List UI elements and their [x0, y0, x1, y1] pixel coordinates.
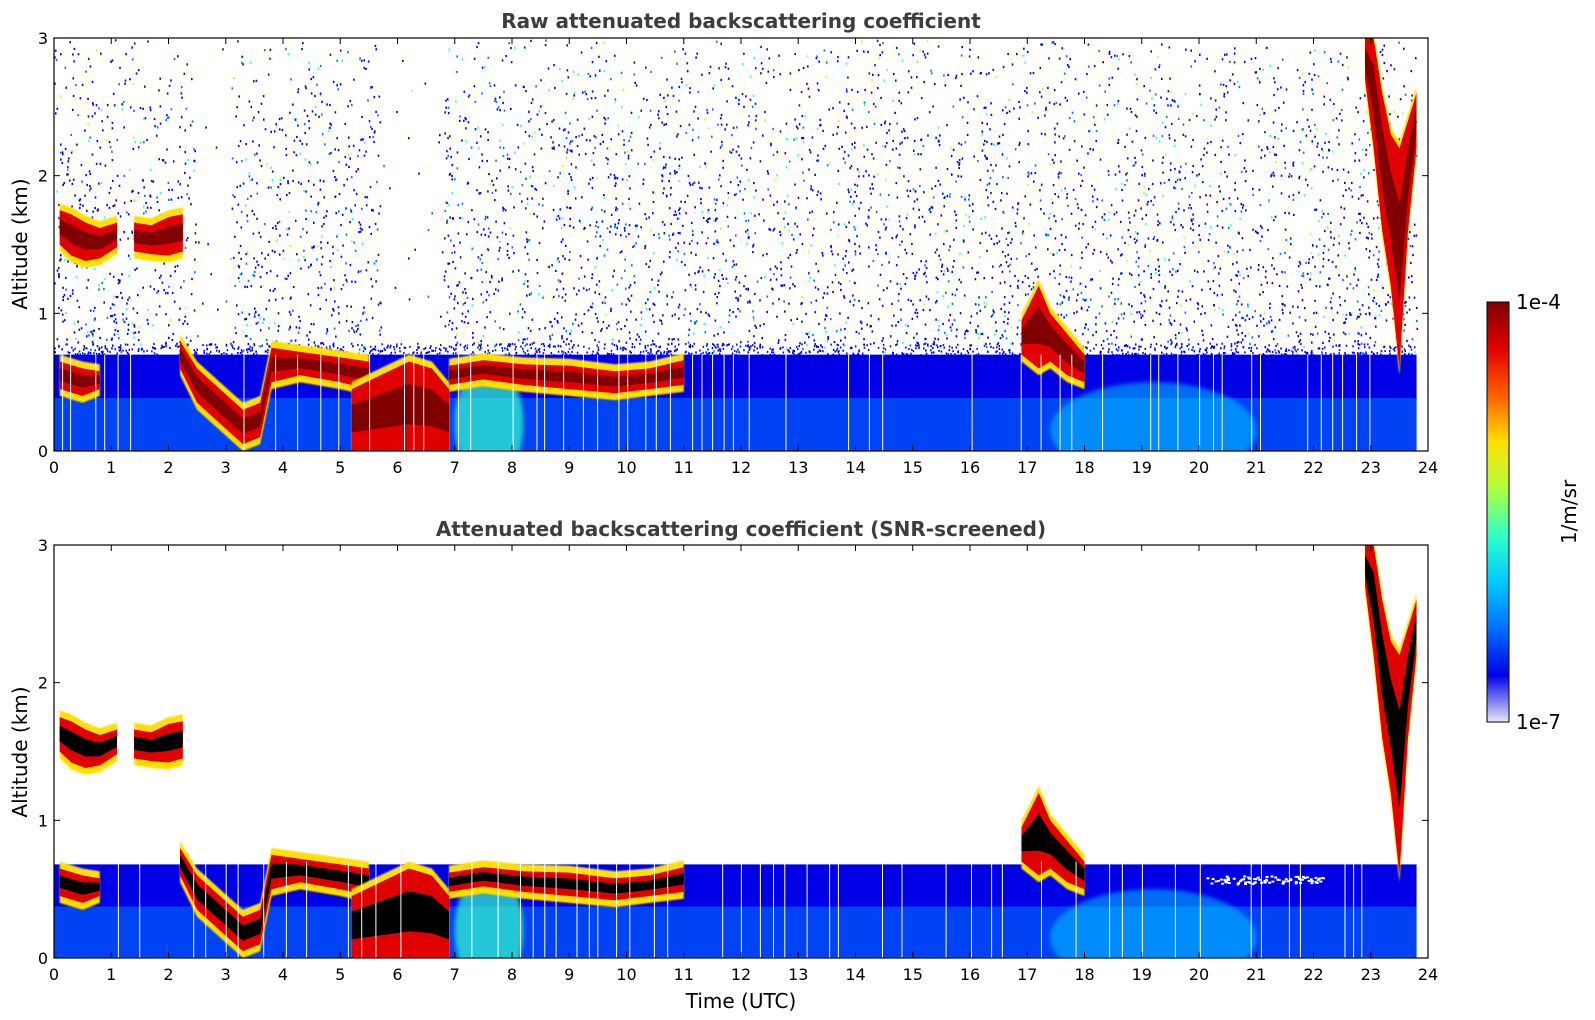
cloud-layer-1 — [59, 203, 117, 268]
fog-event — [351, 354, 449, 451]
panel-raw-y-axis: 0 1 2 3 — [38, 29, 1428, 461]
x-tick-label: 15 — [903, 965, 923, 984]
y-tick-label: 2 — [38, 167, 48, 186]
x-tick-label: 23 — [1361, 965, 1381, 984]
x-tick-label: 22 — [1303, 965, 1323, 984]
noise-background — [54, 39, 1419, 357]
x-tick-label: 10 — [616, 458, 636, 477]
x-tick-label: 24 — [1418, 458, 1438, 477]
x-tick-label: 5 — [335, 458, 345, 477]
x-tick-label: 19 — [1132, 458, 1152, 477]
x-tick-label: 4 — [278, 965, 288, 984]
x-tick-label: 3 — [221, 458, 231, 477]
x-tick-label: 17 — [1017, 458, 1037, 477]
bl-top-cloud — [59, 334, 684, 451]
y-tick-label: 3 — [38, 29, 48, 48]
colorbar: 1e-4 1e-7 1/m/sr — [1486, 290, 1581, 734]
x-tick-label: 1 — [106, 965, 116, 984]
y-tick-label: 1 — [38, 811, 48, 830]
colorbar-unit-label: 1/m/sr — [1557, 479, 1581, 544]
cloud-layer-1 — [59, 710, 117, 775]
x-tick-label: 16 — [960, 458, 980, 477]
x-tick-label: 4 — [278, 458, 288, 477]
bl-top-cloud — [59, 841, 684, 958]
x-tick-label: 18 — [1074, 458, 1094, 477]
x-tick-label: 14 — [845, 965, 865, 984]
missing-data-lines — [62, 354, 1371, 451]
x-tick-label: 12 — [731, 965, 751, 984]
x-tick-label: 20 — [1189, 965, 1209, 984]
x-tick-label: 19 — [1132, 965, 1152, 984]
colorbar-gradient — [1486, 301, 1510, 723]
x-tick-label: 6 — [392, 965, 402, 984]
panel-screened-xlabel: Time (UTC) — [685, 989, 797, 1013]
panel-screened-heatmap — [54, 545, 1417, 958]
y-tick-label: 3 — [38, 536, 48, 555]
x-tick-label: 0 — [49, 965, 59, 984]
x-tick-label: 6 — [392, 458, 402, 477]
x-tick-label: 7 — [450, 458, 460, 477]
x-tick-label: 22 — [1303, 458, 1323, 477]
x-tick-label: 24 — [1418, 965, 1438, 984]
colorbar-max-label: 1e-4 — [1516, 290, 1561, 314]
x-tick-label: 13 — [788, 965, 808, 984]
x-tick-label: 9 — [564, 965, 574, 984]
precipitation-streak — [1365, 38, 1417, 376]
cloud-layer-2 — [134, 207, 183, 263]
x-tick-label: 17 — [1017, 965, 1037, 984]
panel-screened-ylabel: Altitude (km) — [8, 686, 32, 817]
x-tick-label: 3 — [221, 965, 231, 984]
x-tick-label: 8 — [507, 965, 517, 984]
panel-screened-title: Attenuated backscattering coefficient (S… — [436, 517, 1046, 541]
x-tick-label: 23 — [1361, 458, 1381, 477]
x-tick-label: 16 — [960, 965, 980, 984]
x-tick-label: 8 — [507, 458, 517, 477]
x-tick-label: 10 — [616, 965, 636, 984]
convective-plume — [1021, 785, 1085, 896]
x-tick-label: 12 — [731, 458, 751, 477]
x-tick-label: 7 — [450, 965, 460, 984]
panel-raw-ylabel: Altitude (km) — [8, 178, 32, 309]
x-tick-label: 21 — [1246, 458, 1266, 477]
x-tick-label: 21 — [1246, 965, 1266, 984]
panel-raw-heatmap — [54, 38, 1419, 451]
x-tick-label: 18 — [1074, 965, 1094, 984]
x-tick-label: 13 — [788, 458, 808, 477]
panel-screened-y-axis: 0 1 2 3 — [38, 536, 1428, 968]
panel-raw-title: Raw attenuated backscattering coefficien… — [501, 9, 981, 33]
x-tick-label: 5 — [335, 965, 345, 984]
y-tick-label: 0 — [38, 949, 48, 968]
colorbar-min-label: 1e-7 — [1516, 710, 1561, 734]
x-tick-label: 0 — [49, 458, 59, 477]
cloud-layer-2 — [134, 714, 183, 770]
x-tick-label: 15 — [903, 458, 923, 477]
x-tick-label: 20 — [1189, 458, 1209, 477]
x-tick-label: 9 — [564, 458, 574, 477]
x-tick-label: 11 — [674, 965, 694, 984]
convective-plume — [1021, 278, 1085, 390]
x-tick-label: 2 — [163, 458, 173, 477]
panel-raw: Raw attenuated backscattering coefficien… — [8, 9, 1438, 477]
x-tick-label: 2 — [163, 965, 173, 984]
x-tick-label: 1 — [106, 458, 116, 477]
x-tick-label: 14 — [845, 458, 865, 477]
panel-screened-x-axis: 0 1 2 3 4 5 6 7 8 9 10 11 12 13 14 15 16 17 18 19 20 21 22 23 24 — [49, 545, 1438, 984]
precipitation-streak — [1365, 545, 1417, 883]
missing-data-lines — [117, 861, 1363, 958]
y-tick-label: 0 — [38, 442, 48, 461]
panel-raw-x-axis: 0 1 2 3 4 5 6 7 8 9 10 11 12 13 14 15 16 17 18 19 20 21 22 23 24 — [49, 38, 1438, 477]
x-tick-label: 11 — [674, 458, 694, 477]
panel-screened: Attenuated backscattering coefficient (S… — [8, 517, 1438, 1013]
y-tick-label: 1 — [38, 304, 48, 323]
y-tick-label: 2 — [38, 674, 48, 693]
